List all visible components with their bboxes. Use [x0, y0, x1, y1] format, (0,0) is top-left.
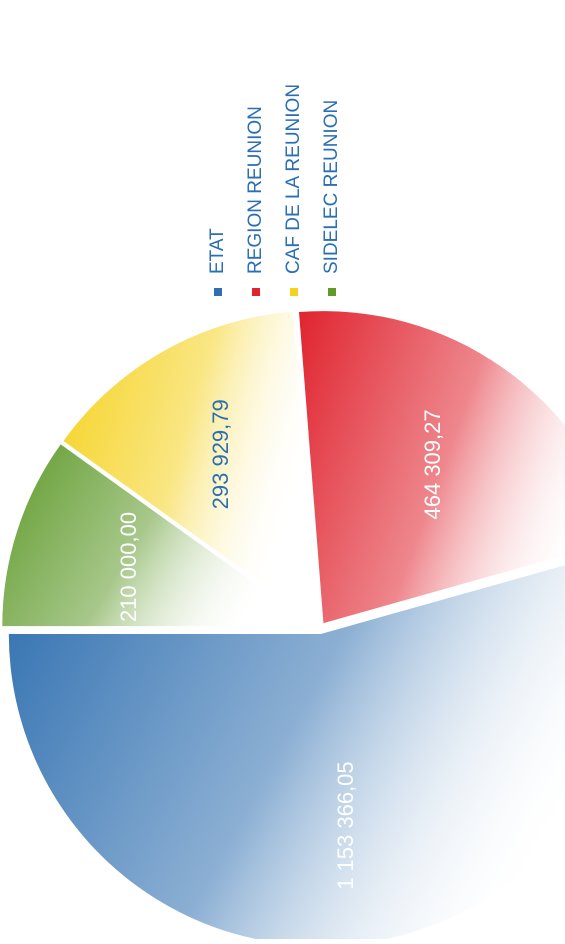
legend-swatch-region-reunion	[252, 288, 260, 296]
legend-label-sidelec-reunion: SIDELEC REUNION	[321, 100, 342, 274]
slices	[2, 311, 565, 944]
legend-swatch-sidelec-reunion	[328, 288, 336, 296]
value-label-sidelec-reunion: 210 000,00	[116, 512, 141, 622]
legend-label-caf-de-la-reunion: CAF DE LA REUNION	[283, 84, 304, 274]
legend-label-region-reunion: REGION REUNION	[245, 106, 266, 274]
value-label-region-reunion: 464 309,27	[420, 409, 445, 519]
value-labels: 1 153 366,05 464 309,27 293 929,79 210 000,…	[116, 399, 445, 890]
legend: ETAT REGION REUNION CAF DE LA REUNION SIDEL…	[207, 84, 342, 296]
legend-swatch-etat	[214, 288, 222, 296]
legend-label-etat: ETAT	[207, 228, 228, 274]
pie-slice-caf-de-la-reunion	[63, 311, 318, 623]
pie-slice-region-reunion	[298, 311, 565, 624]
value-label-etat: 1 153 366,05	[333, 761, 358, 889]
legend-swatch-caf-de-la-reunion	[290, 288, 298, 296]
value-label-caf-de-la-reunion: 293 929,79	[208, 399, 233, 509]
pie-slice-sidelec-reunion	[2, 444, 315, 627]
pie-slice-etat	[8, 565, 565, 944]
